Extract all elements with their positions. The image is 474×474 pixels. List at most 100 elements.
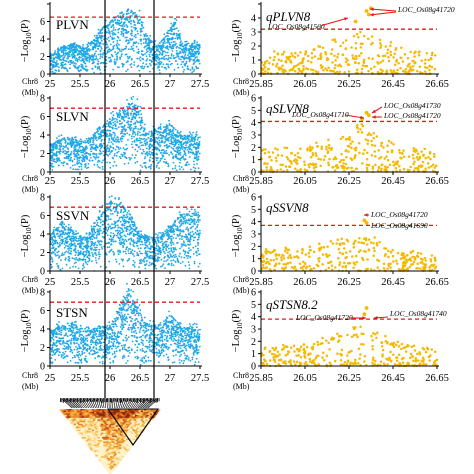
data-point — [129, 15, 132, 17]
data-point — [136, 150, 139, 153]
data-point — [128, 41, 131, 44]
data-point — [110, 146, 112, 148]
data-point — [53, 226, 56, 229]
data-point — [59, 148, 62, 151]
data-point — [52, 63, 55, 66]
data-point — [92, 136, 95, 139]
data-point — [176, 257, 179, 260]
data-point — [197, 136, 200, 139]
data-point — [179, 161, 181, 164]
data-point — [82, 264, 84, 267]
data-point — [141, 25, 144, 27]
data-point — [67, 240, 69, 243]
data-point — [92, 141, 94, 144]
data-point — [51, 354, 54, 356]
data-point — [112, 46, 115, 48]
data-point — [93, 225, 96, 228]
data-point — [155, 164, 158, 167]
data-point — [110, 53, 113, 56]
data-point — [75, 232, 78, 235]
data-point — [182, 56, 185, 59]
data-point — [77, 66, 80, 69]
x-tick-label: 27.5 — [191, 277, 209, 288]
data-point — [95, 43, 98, 46]
data-point — [65, 162, 68, 165]
data-point — [91, 238, 94, 241]
data-point — [69, 228, 72, 231]
data-point — [56, 147, 58, 149]
data-point — [108, 32, 111, 35]
data-point — [69, 60, 72, 62]
data-point — [172, 254, 175, 257]
data-point — [94, 246, 96, 249]
data-point — [169, 32, 172, 35]
data-point — [72, 240, 75, 243]
data-point — [127, 117, 130, 120]
data-point — [139, 134, 142, 137]
data-point — [109, 43, 112, 46]
data-point — [198, 52, 201, 55]
data-point — [127, 120, 129, 123]
data-point — [131, 249, 134, 252]
data-point — [146, 133, 149, 135]
data-point — [147, 247, 150, 250]
data-point — [57, 151, 60, 154]
data-point — [164, 51, 167, 54]
data-point — [114, 148, 117, 151]
data-point — [145, 63, 148, 65]
data-point — [137, 22, 139, 25]
data-point — [94, 148, 97, 151]
data-point — [140, 42, 143, 45]
data-point — [120, 55, 123, 57]
data-point — [190, 168, 192, 171]
data-point — [78, 65, 81, 67]
data-point — [136, 132, 139, 135]
data-point — [149, 245, 152, 248]
data-point — [150, 251, 153, 254]
data-point — [58, 66, 60, 68]
data-point — [51, 252, 53, 255]
data-point — [56, 263, 58, 265]
data-point — [124, 130, 127, 133]
data-point — [108, 129, 110, 132]
data-point — [117, 113, 120, 116]
data-point — [138, 238, 141, 240]
data-point — [79, 69, 82, 72]
x-tick-label: 25.5 — [71, 277, 89, 288]
data-point — [129, 104, 132, 106]
data-point — [60, 145, 63, 148]
data-point — [120, 137, 122, 140]
data-point — [145, 55, 148, 58]
data-point — [116, 234, 118, 237]
data-point — [136, 18, 139, 20]
data-point — [185, 49, 188, 52]
data-point — [62, 148, 64, 150]
data-point — [125, 235, 127, 238]
data-point — [132, 253, 134, 256]
data-point — [172, 55, 175, 57]
data-point — [143, 150, 145, 153]
data-point — [74, 168, 77, 171]
data-point — [148, 261, 151, 264]
data-point — [83, 51, 85, 54]
data-point — [180, 353, 183, 356]
data-point — [196, 163, 198, 165]
data-point — [125, 156, 127, 159]
data-point — [115, 145, 118, 148]
data-point — [67, 157, 70, 160]
data-point — [107, 208, 110, 211]
data-point — [81, 248, 84, 250]
data-point — [68, 235, 71, 238]
data-point — [139, 18, 141, 21]
data-point — [98, 210, 101, 213]
data-point — [149, 257, 152, 260]
data-point — [86, 167, 88, 170]
data-point — [134, 116, 137, 118]
data-point — [183, 68, 186, 71]
data-point — [179, 154, 182, 156]
y-tick-label: 6 — [40, 112, 45, 123]
data-point — [139, 59, 142, 62]
data-point — [163, 160, 165, 163]
data-point — [193, 236, 196, 239]
